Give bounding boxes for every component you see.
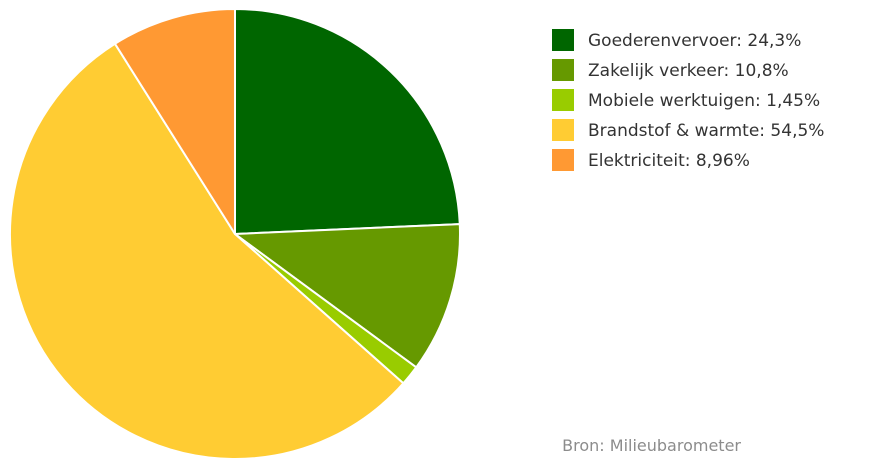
legend-item-3: Mobiele werktuigen: 1,45%	[552, 89, 820, 111]
legend-item-4: Brandstof & warmte: 54,5%	[552, 119, 824, 141]
source-label: Bron: Milieubarometer	[562, 436, 741, 455]
legend-swatch	[552, 29, 574, 51]
legend-swatch	[552, 149, 574, 171]
pie-slice-5	[113, 8, 236, 235]
legend-label: Zakelijk verkeer: 10,8%	[588, 61, 789, 81]
pie-slice-4	[9, 42, 405, 460]
legend-item-1: Goederenvervoer: 24,3%	[552, 29, 801, 51]
pie-slice-1	[234, 8, 461, 235]
legend-label: Goederenvervoer: 24,3%	[588, 31, 801, 51]
legend-swatch	[552, 59, 574, 81]
pie-slices	[9, 8, 461, 460]
legend-item-2: Zakelijk verkeer: 10,8%	[552, 59, 789, 81]
legend-swatch	[552, 89, 574, 111]
legend-swatch	[552, 119, 574, 141]
pie-slice-2	[234, 223, 461, 369]
legend-label: Mobiele werktuigen: 1,45%	[588, 91, 820, 111]
legend: Goederenvervoer: 24,3% Zakelijk verkeer: …	[552, 29, 824, 171]
legend-item-5: Elektriciteit: 8,96%	[552, 149, 750, 171]
legend-label: Brandstof & warmte: 54,5%	[588, 121, 824, 141]
legend-label: Elektriciteit: 8,96%	[588, 151, 750, 171]
